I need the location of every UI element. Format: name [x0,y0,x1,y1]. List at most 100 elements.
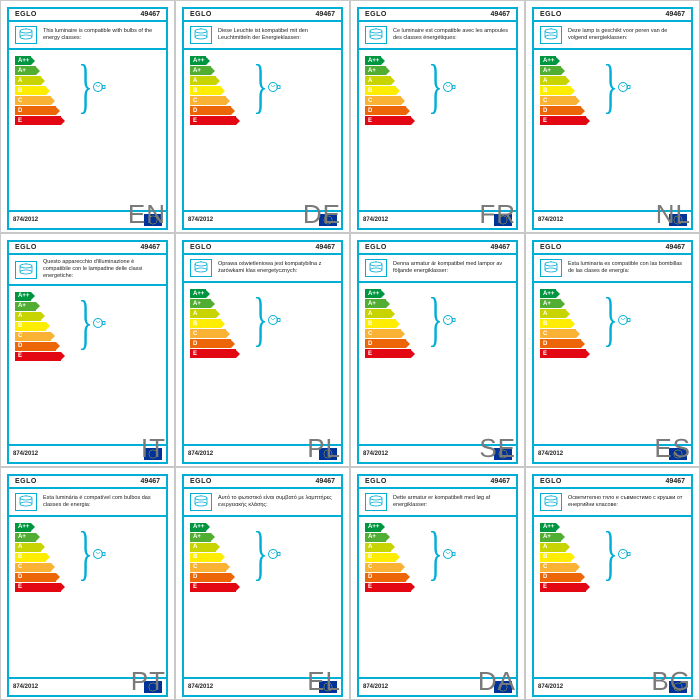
energy-bar-B: B [365,319,415,328]
energy-bars: A++ A+ A B C D E [365,56,415,126]
energy-bar-A++: A++ [365,56,415,65]
energy-bar-C: C [15,332,65,341]
brand-text: EGLO [15,11,37,18]
regulation-text: 874/2012 [363,217,388,223]
energy-bar-A+: A+ [540,66,590,75]
energy-bar-A: A [540,543,590,552]
label-cell-SE: EGLO 49467 Denna armatur är kompatibel m… [350,233,525,466]
energy-bar-C: C [540,329,590,338]
energy-bar-A: A [15,76,65,85]
label-header: EGLO 49467 [184,476,341,489]
energy-bar-C: C [365,329,415,338]
energy-bar-C: C [190,96,240,105]
energy-bar-A: A [15,543,65,552]
energy-bar-E: E [190,583,240,592]
description-text: Осветително тяло е съвместимо с крушки о… [568,495,687,509]
description-text: Esta luminaria es compatible con las bom… [568,261,687,275]
energy-bar-E: E [365,583,415,592]
energy-bar-A: A [190,76,240,85]
energy-bar-D: D [365,573,415,582]
description-row: Denna armatur är kompatibel med lampor a… [359,255,516,283]
energy-chart: A++ A+ A B C D E } [359,50,516,210]
description-row: Αυτό το φωτιστικό είναι συμβατό με λαμπτ… [184,489,341,517]
bulb-icon [91,316,109,335]
energy-bar-A++: A++ [190,56,240,65]
energy-bar-A+: A+ [365,533,415,542]
energy-bar-A+: A+ [540,533,590,542]
label-header: EGLO 49467 [9,242,166,255]
energy-bar-B: B [540,553,590,562]
energy-bars: A++ A+ A B C D E [15,56,65,126]
description-text: This luminaire is compatible with bulbs … [43,28,162,42]
energy-bar-E: E [365,349,415,358]
energy-bar-A: A [15,312,65,321]
brand-text: EGLO [190,11,212,18]
energy-label: EGLO 49467 Осветително тяло е съвместимо… [532,474,693,697]
energy-bar-E: E [15,352,65,361]
model-text: 49467 [316,478,335,485]
energy-bar-E: E [365,116,415,125]
description-text: Diese Leuchte ist kompatibel mit den Leu… [218,28,337,42]
label-cell-IT: EGLO 49467 Questo apparecchio d'illumina… [0,233,175,466]
energy-bar-A: A [190,309,240,318]
language-code: DE [303,199,341,230]
energy-bar-A++: A++ [540,289,590,298]
luminaire-icon [190,26,212,44]
energy-bar-B: B [540,319,590,328]
regulation-text: 874/2012 [13,684,38,690]
label-cell-DE: EGLO 49467 Diese Leuchte ist kompatibel … [175,0,350,233]
energy-label: EGLO 49467 Questo apparecchio d'illumina… [7,240,168,463]
description-row: Diese Leuchte ist kompatibel mit den Leu… [184,22,341,50]
energy-bar-A+: A+ [15,302,65,311]
regulation-text: 874/2012 [13,217,38,223]
description-row: Осветително тяло е съвместимо с крушки о… [534,489,691,517]
energy-bars: A++ A+ A B C D E [15,523,65,593]
bulb-icon [441,547,459,566]
energy-bar-D: D [15,573,65,582]
energy-bars: A++ A+ A B C D E [15,292,65,362]
description-text: Denna armatur är kompatibel med lampor a… [393,261,512,275]
brand-text: EGLO [540,11,562,18]
label-header: EGLO 49467 [359,476,516,489]
energy-bar-A+: A+ [365,66,415,75]
energy-bar-C: C [15,563,65,572]
energy-chart: A++ A+ A B C D E } [534,517,691,677]
label-cell-BG: EGLO 49467 Осветително тяло е съвместимо… [525,467,700,700]
brand-text: EGLO [15,478,37,485]
model-text: 49467 [141,244,160,251]
language-code: PL [307,433,341,464]
label-header: EGLO 49467 [184,242,341,255]
regulation-text: 874/2012 [13,451,38,457]
energy-bar-C: C [190,563,240,572]
energy-bar-E: E [540,349,590,358]
language-code: PT [131,666,166,697]
energy-bar-D: D [190,573,240,582]
luminaire-icon [540,26,562,44]
bulb-icon [441,80,459,99]
energy-bar-D: D [540,573,590,582]
energy-label: EGLO 49467 Ce luminaire est compatible a… [357,7,518,230]
language-code: ES [654,433,691,464]
energy-bar-E: E [540,116,590,125]
energy-label: EGLO 49467 Esta luminaria es compatible … [532,240,693,463]
luminaire-icon [15,493,37,511]
energy-label: EGLO 49467 Diese Leuchte ist kompatibel … [182,7,343,230]
energy-bars: A++ A+ A B C D E [540,289,590,359]
energy-bars: A++ A+ A B C D E [540,523,590,593]
language-code: DA [478,666,516,697]
energy-bar-B: B [190,86,240,95]
luminaire-icon [15,261,37,279]
luminaire-icon [190,259,212,277]
label-cell-NL: EGLO 49467 Deze lamp is geschikt voor pe… [525,0,700,233]
energy-bar-B: B [190,553,240,562]
energy-label: EGLO 49467 Deze lamp is geschikt voor pe… [532,7,693,230]
energy-bar-D: D [190,106,240,115]
energy-chart: A++ A+ A B C D E } [359,517,516,677]
model-text: 49467 [316,11,335,18]
language-code: EL [307,666,341,697]
bulb-icon [91,80,109,99]
language-code: SE [479,433,516,464]
description-text: Αυτό το φωτιστικό είναι συμβατό με λαμπτ… [218,495,337,509]
energy-bar-D: D [365,339,415,348]
label-header: EGLO 49467 [534,242,691,255]
